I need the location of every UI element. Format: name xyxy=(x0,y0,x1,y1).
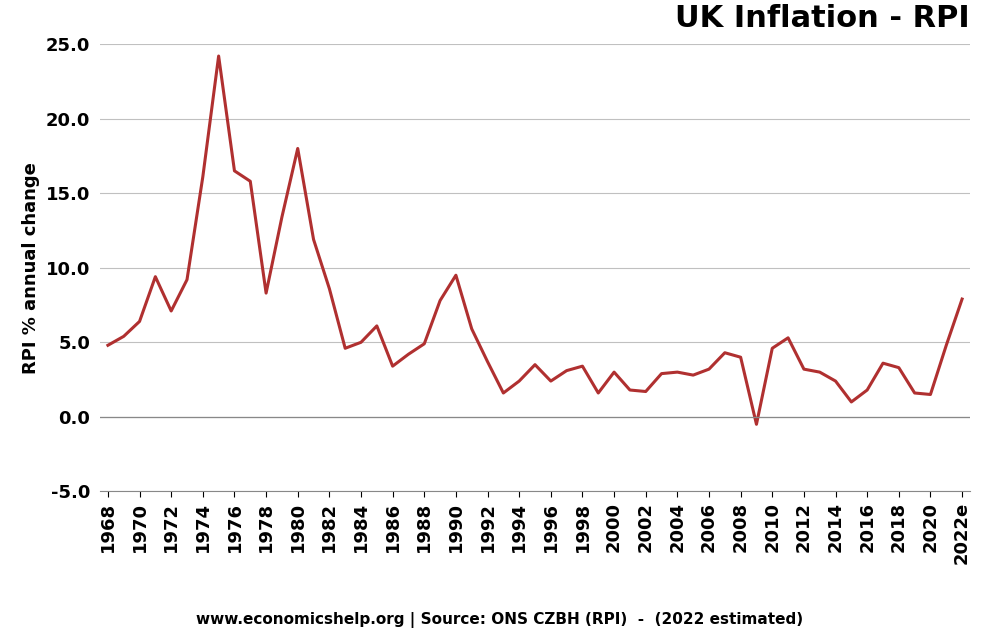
Text: www.economicshelp.org | Source: ONS CZBH (RPI)  -  (2022 estimated): www.economicshelp.org | Source: ONS CZBH… xyxy=(196,612,804,627)
Y-axis label: RPI % annual change: RPI % annual change xyxy=(22,162,40,374)
Text: UK Inflation - RPI: UK Inflation - RPI xyxy=(675,4,970,33)
